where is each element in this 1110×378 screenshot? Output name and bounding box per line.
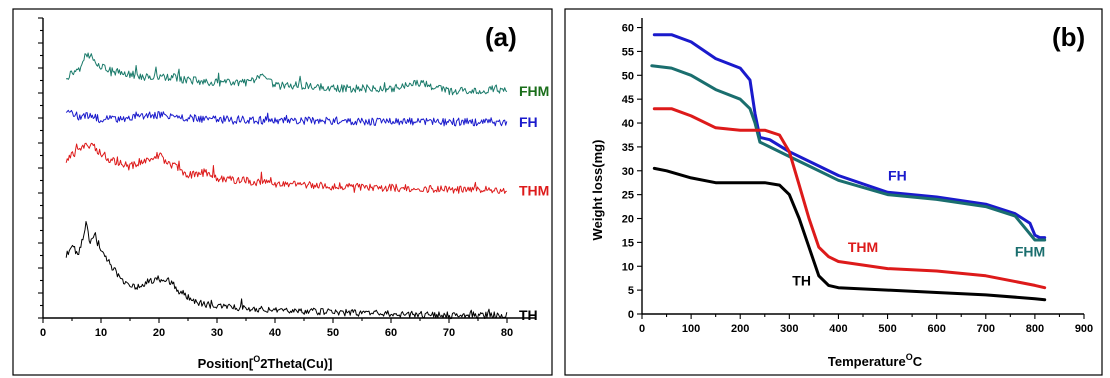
panel-a-xrd: 0 10 20 30 40 50 60 70 80 FHM FH THM TH (a) Position… — [12, 8, 553, 376]
panel-a-series-label-fhm: FHM — [519, 83, 549, 99]
panel-b-annotation-th: TH — [792, 272, 811, 288]
panel-a-series-label-thm: THM — [519, 183, 549, 199]
panel-a-trace-fh — [65, 109, 508, 127]
panel-b-x-axis-title: TemperatureOC — [828, 352, 923, 369]
panel-b-frame — [564, 8, 1103, 376]
panel-b-x-tick-label: 200 — [731, 323, 749, 335]
panel-a-series-label-fh: FH — [519, 114, 538, 130]
panel-b-y-tick-label: 60 — [622, 23, 634, 35]
panel-b-curve-fh — [652, 33, 1047, 240]
panel-b-y-tick-label: 0 — [628, 309, 634, 321]
panel-a-x-tick-label: 60 — [385, 327, 397, 339]
panel-a-trace-fhm — [65, 52, 508, 96]
panel-b-x-tick-label: 0 — [639, 323, 645, 335]
panel-b-y-tick-label: 15 — [622, 237, 634, 249]
panel-a-x-tick-label: 50 — [327, 327, 339, 339]
panel-b-x-tick-label: 100 — [682, 323, 700, 335]
panel-a-trace-thm — [65, 142, 507, 194]
panel-b-y-tick-label: 20 — [622, 214, 634, 226]
panel-b-label: (b) — [1052, 22, 1085, 52]
panel-b-y-tick-label: 5 — [628, 285, 634, 297]
panel-b-annotation-fhm: FHM — [1015, 244, 1045, 260]
panel-a-x-axis-title: Position[O2Theta(Cu)] — [198, 354, 333, 371]
panel-a-x-tick-label: 20 — [153, 327, 165, 339]
panel-a-label: (a) — [485, 22, 517, 52]
panel-b-x-tick-label: 600 — [927, 323, 945, 335]
panel-a-series-label-th: TH — [519, 307, 538, 323]
panel-a-trace-th — [65, 221, 508, 320]
panel-b-x-tick-label: 400 — [829, 323, 847, 335]
panel-b-annotation-thm: THM — [848, 239, 878, 255]
panel-b-y-tick-label: 40 — [622, 118, 634, 130]
panel-b-y-axis-title: Weight loss(mg) — [590, 140, 605, 241]
panel-b-y-tick-label: 35 — [622, 142, 634, 154]
panel-b-curve-th — [652, 166, 1047, 302]
panel-b-curve-fhm — [650, 64, 1047, 242]
panel-b-y-tick-label: 45 — [622, 94, 634, 106]
panel-b-curve-thm — [652, 107, 1047, 290]
panel-b-y-tick-label: 25 — [622, 190, 634, 202]
panel-a-x-tick-label: 80 — [501, 327, 513, 339]
panel-b-y-tick-label: 55 — [622, 46, 634, 58]
panel-b-y-tick-label: 50 — [622, 70, 634, 82]
panel-a-x-tick-label: 40 — [269, 327, 281, 339]
panel-a-x-tick-label: 0 — [40, 327, 46, 339]
panel-b-x-tick-label: 300 — [780, 323, 798, 335]
panel-b-x-tick-label: 800 — [1026, 323, 1044, 335]
panel-b-x-tick-label: 900 — [1075, 323, 1093, 335]
panel-b-annotation-fh: FH — [888, 167, 907, 183]
panel-a-x-tick-label: 70 — [443, 327, 455, 339]
panel-b-x-tick-label: 700 — [977, 323, 995, 335]
panel-a-plot-area: 0 10 20 30 40 50 60 70 80 FHM FH THM TH — [38, 17, 549, 339]
panel-b-y-tick-label: 30 — [622, 166, 634, 178]
panel-b-y-tick-label: 10 — [622, 261, 634, 273]
panel-a-x-tick-label: 10 — [95, 327, 107, 339]
panel-b-x-tick-label: 500 — [878, 323, 896, 335]
panel-a-x-tick-label: 30 — [211, 327, 223, 339]
